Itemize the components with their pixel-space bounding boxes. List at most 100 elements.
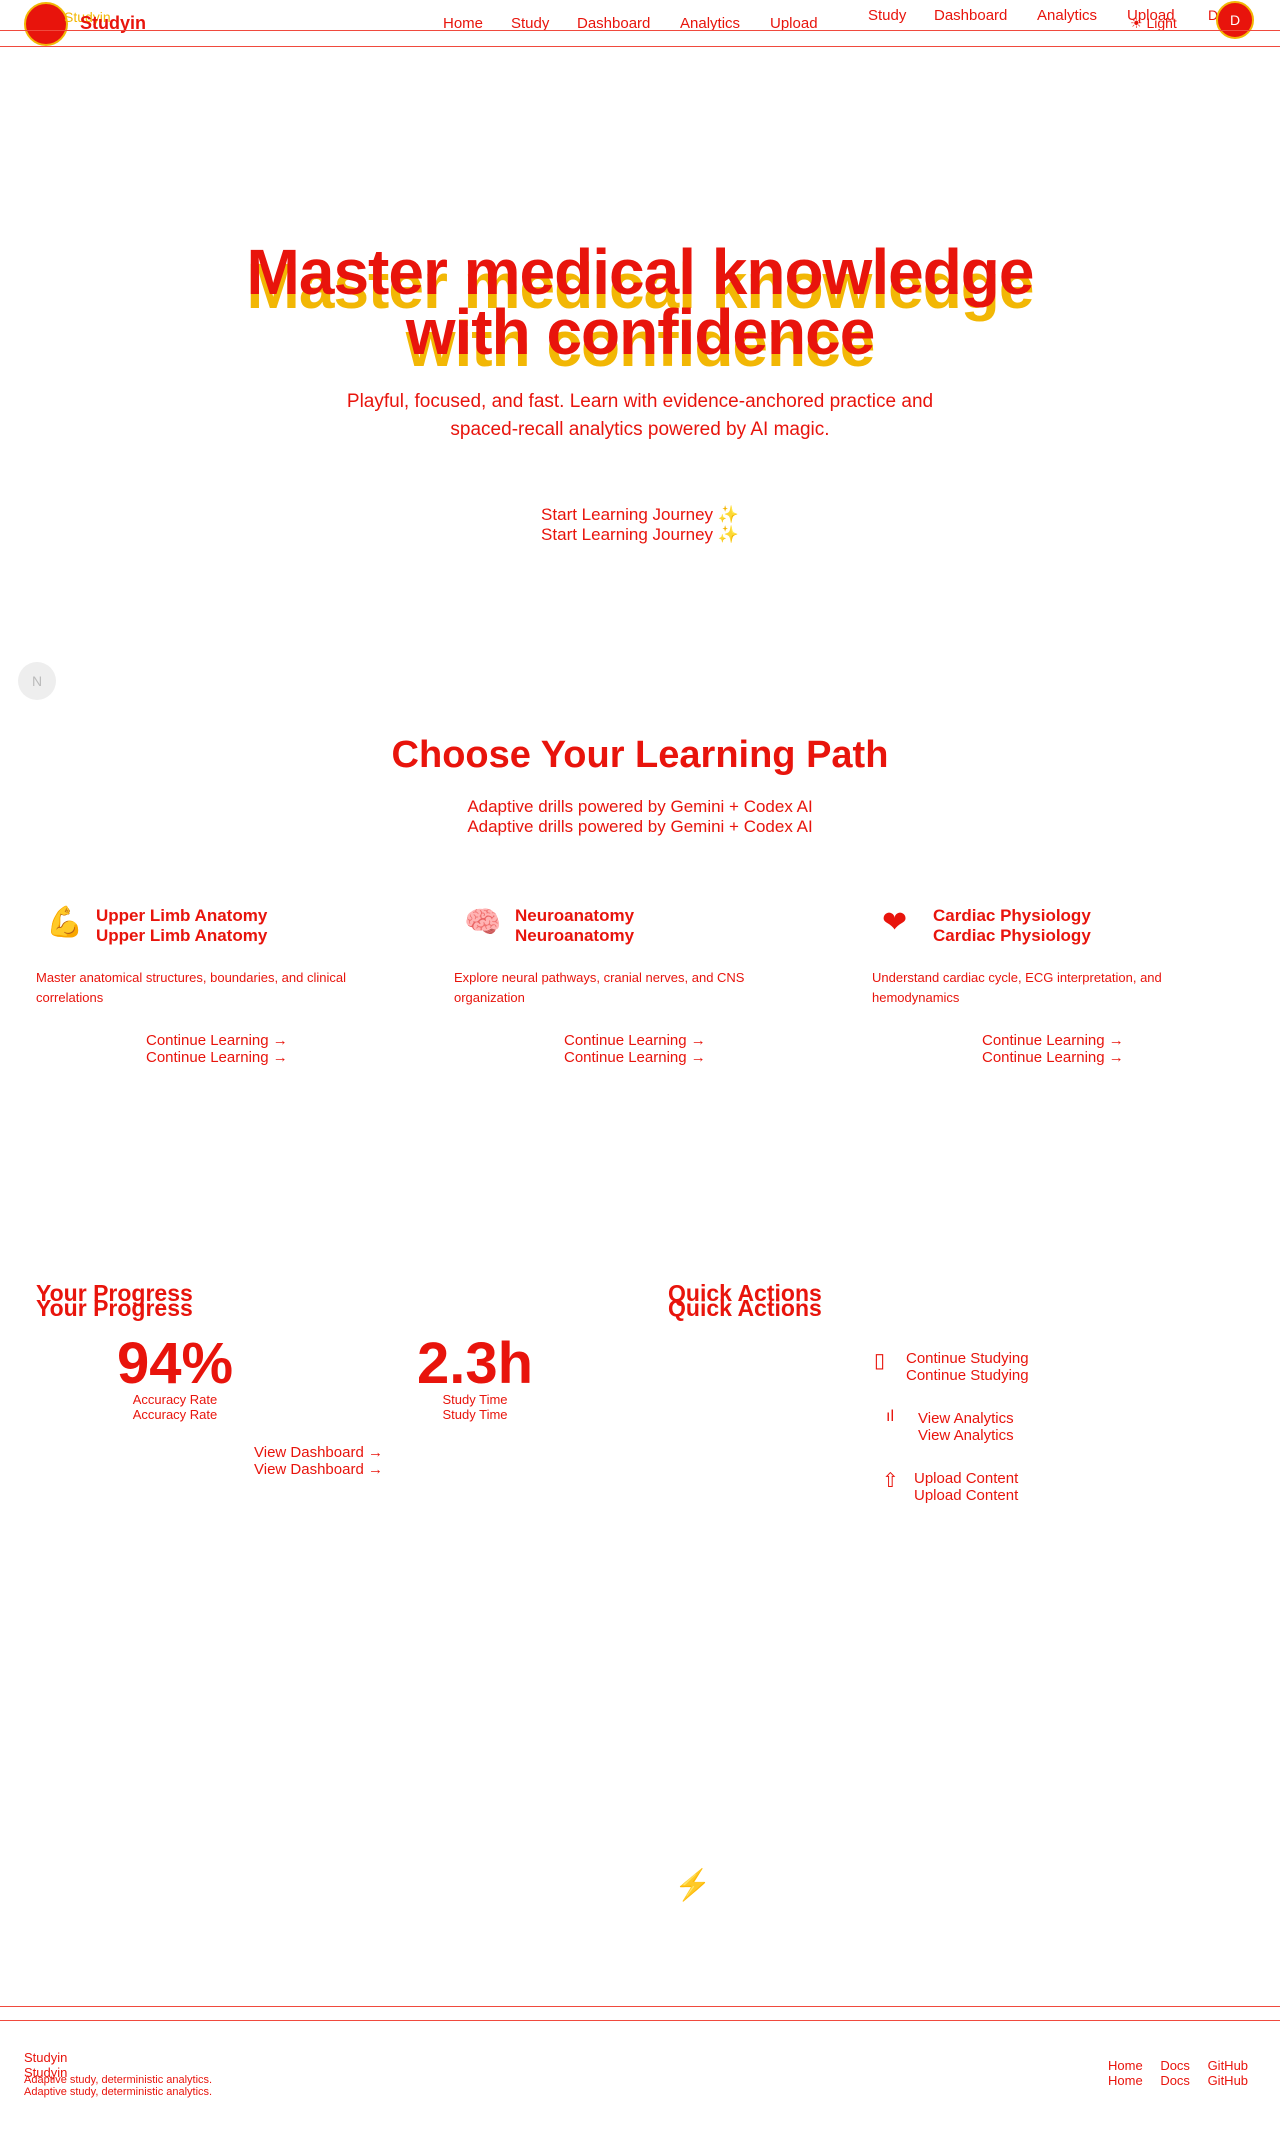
brand-name[interactable]: Studyin <box>80 13 146 33</box>
card-description: Master anatomical structures, boundaries… <box>36 968 376 1008</box>
card-title: Neuroanatomy Neuroanatomy <box>515 906 634 946</box>
view-analytics-ghost: View Analytics <box>918 1427 1014 1444</box>
view-dashboard-ghost: View Dashboard → <box>254 1461 383 1478</box>
progress-title-ghost: Your Progress <box>36 1295 193 1321</box>
nav-home[interactable]: Home <box>443 15 484 32</box>
book-icon: ▯ <box>874 1350 886 1372</box>
hero-title: Master medical knowledge Master medical … <box>200 240 1080 376</box>
paths-title-text: Choose Your Learning Path <box>391 734 889 776</box>
nav-dashboard[interactable]: Dashboard <box>577 15 651 32</box>
footer-link-docs[interactable]: Docs <box>1160 2058 1190 2073</box>
footer-link-github-ghost: GitHub <box>1207 2073 1249 2088</box>
nav2-dashboard[interactable]: Dashboard <box>934 7 1008 24</box>
continue-learning-link[interactable]: Continue Learning → Continue Learning → <box>982 1032 1124 1066</box>
card-desc-line2: correlations <box>36 990 104 1005</box>
card-title-ghost: Upper Limb Anatomy <box>96 926 268 945</box>
footer-tagline-text: Adaptive study, deterministic analytics. <box>24 2074 213 2086</box>
paths-subtitle-text: Adaptive drills powered by Gemini + Code… <box>467 797 813 816</box>
view-dashboard-link[interactable]: View Dashboard → View Dashboard → <box>254 1444 383 1478</box>
card-desc-line1: Explore neural pathways, cranial nerves,… <box>454 970 745 985</box>
card-title-text: Neuroanatomy <box>515 906 635 925</box>
card-desc-line1: Master anatomical structures, boundaries… <box>36 970 346 985</box>
card-description: Understand cardiac cycle, ECG interpreta… <box>872 968 1212 1008</box>
card-description: Explore neural pathways, cranial nerves,… <box>454 968 794 1008</box>
nav-study[interactable]: Study <box>511 15 550 32</box>
nav2-analytics[interactable]: Analytics <box>1037 7 1098 24</box>
brand-name-ghost: Studyin <box>64 9 111 25</box>
nav-analytics[interactable]: Analytics <box>680 15 741 32</box>
footer-link-github[interactable]: GitHub <box>1207 2058 1249 2073</box>
start-learning-button[interactable]: Start Learning Journey ✨ Start Learning … <box>440 505 840 545</box>
upload-icon: ⇧ <box>882 1470 899 1492</box>
progress-title-text: Your Progress <box>36 1280 193 1306</box>
footer-link-home-ghost: Home <box>1108 2073 1143 2088</box>
continue-learning-ghost: Continue Learning → <box>982 1049 1124 1066</box>
progress-title: Your Progress Your Progress <box>36 1280 193 1322</box>
footer-tagline: Adaptive study, deterministic analytics.… <box>24 2074 212 2098</box>
hero-subtitle-line1: Playful, focused, and fast. Learn with e… <box>346 391 934 412</box>
muscle-icon: 💪 <box>46 906 84 939</box>
footer-tagline-ghost: Adaptive study, deterministic analytics. <box>24 2086 213 2098</box>
footer-brand-ghost: Studyin <box>24 2065 68 2080</box>
continue-learning-ghost: Continue Learning → <box>146 1049 288 1066</box>
logo-icon[interactable] <box>24 2 68 46</box>
sun-icon: ☀ <box>1130 15 1143 31</box>
card-desc-line2: organization <box>454 990 525 1005</box>
card-title-ghost: Cardiac Physiology <box>933 926 1091 945</box>
side-badge[interactable]: N <box>18 662 56 700</box>
brain-icon: 🧠 <box>464 906 502 939</box>
hero-title-ghost-line2: with confidence <box>405 308 876 380</box>
continue-learning-link[interactable]: Continue Learning → Continue Learning → <box>564 1032 706 1066</box>
start-learning-label: Start Learning Journey ✨ <box>541 505 739 524</box>
paths-subtitle-ghost: Adaptive drills powered by Gemini + Code… <box>467 817 813 836</box>
continue-studying-ghost: Continue Studying <box>906 1367 1029 1384</box>
view-analytics-label: View Analytics View Analytics <box>918 1410 1014 1444</box>
hero-title-ghost-line1: Master medical knowledge <box>246 250 1035 322</box>
theme-toggle[interactable]: ☀ Light <box>1130 15 1177 32</box>
card-title: Upper Limb Anatomy Upper Limb Anatomy <box>96 906 267 946</box>
view-analytics-text: View Analytics <box>918 1410 1014 1427</box>
footer-links-ghost: Home Docs GitHub <box>1108 2073 1248 2088</box>
heart-icon: ❤ <box>882 906 908 939</box>
card-title-text: Cardiac Physiology <box>933 906 1091 925</box>
continue-learning-label: Continue Learning → <box>146 1032 288 1049</box>
study-time-value: 2.3h <box>416 1331 534 1396</box>
card-desc-line2: hemodynamics <box>872 990 960 1005</box>
study-time-label-ghost: Study Time <box>442 1407 508 1422</box>
footer-brand: Studyin Studyin <box>24 2050 67 2080</box>
card-desc-line1: Understand cardiac cycle, ECG interpreta… <box>872 970 1162 985</box>
nav2-upload[interactable]: Upload <box>1127 7 1175 24</box>
continue-learning-ghost: Continue Learning → <box>564 1049 706 1066</box>
hero-title-line2: with confidence <box>405 296 876 368</box>
lightning-icon: ⚡ <box>674 1869 712 1902</box>
theme-toggle-label: Light <box>1146 15 1177 31</box>
footer-brand-text: Studyin <box>24 2050 68 2065</box>
card-title: Cardiac Physiology Cardiac Physiology <box>933 906 1091 946</box>
upload-content-label: Upload Content Upload Content <box>914 1470 1018 1504</box>
footer-link-home[interactable]: Home <box>1108 2058 1143 2073</box>
paths-subtitle: Adaptive drills powered by Gemini + Code… <box>340 797 940 837</box>
paths-title: Choose Your Learning Path <box>340 734 940 777</box>
card-title-ghost: Neuroanatomy <box>515 926 635 945</box>
nav2-study[interactable]: Study <box>868 7 907 24</box>
accuracy-label: Accuracy Rate Accuracy Rate <box>100 1392 250 1422</box>
header-divider <box>0 30 1280 31</box>
nav-upload[interactable]: Upload <box>770 15 818 32</box>
hero-subtitle: Playful, focused, and fast. Learn with e… <box>240 388 1040 444</box>
upload-content-text: Upload Content <box>914 1470 1019 1487</box>
continue-studying-text: Continue Studying <box>906 1350 1029 1367</box>
theme-toggle-ghost: D <box>1208 7 1219 23</box>
accuracy-label-text: Accuracy Rate <box>132 1392 218 1407</box>
study-time-label: Study Time Study Time <box>400 1392 550 1422</box>
continue-learning-link[interactable]: Continue Learning → Continue Learning → <box>146 1032 288 1066</box>
bar-chart-icon: ıl <box>886 1408 894 1425</box>
continue-learning-label: Continue Learning → <box>982 1032 1124 1049</box>
continue-studying-label: Continue Studying Continue Studying <box>906 1350 1029 1384</box>
avatar[interactable]: D <box>1216 1 1254 39</box>
study-time-label-text: Study Time <box>442 1392 508 1407</box>
hero-subtitle-line2: spaced-recall analytics powered by AI ma… <box>450 419 830 440</box>
footer-divider-2 <box>0 2020 1280 2021</box>
footer-divider <box>0 2006 1280 2007</box>
quick-actions-title-text: Quick Actions <box>668 1280 822 1306</box>
start-learning-label-ghost: Start Learning Journey ✨ <box>541 525 739 544</box>
